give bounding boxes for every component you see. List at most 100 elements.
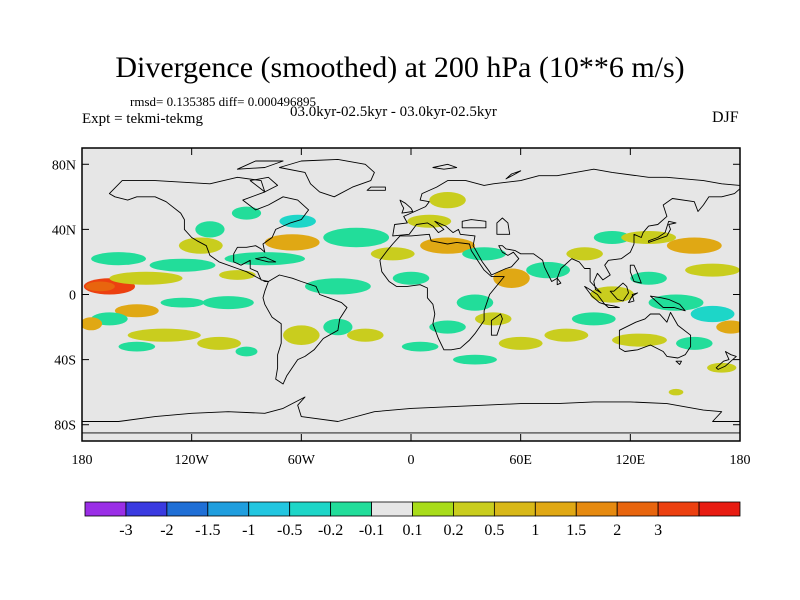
eurasia-coastline: [392, 168, 740, 294]
africa-coastline: [379, 233, 505, 351]
colorbar-swatch-15: [698, 501, 741, 517]
british-isles-coastline: [399, 199, 414, 214]
divergence-cell-31: [456, 294, 494, 311]
colorbar-swatch-1: [125, 501, 168, 517]
south-america-coastline: [262, 274, 348, 385]
x-tick-label-1: 120W: [175, 453, 210, 468]
divergence-field-layer: [82, 191, 740, 396]
divergence-cell-26: [392, 271, 430, 285]
colorbar-swatch-0: [84, 501, 127, 517]
colorbar-label-5: -0.2: [318, 522, 343, 539]
plot-title: Divergence (smoothed) at 200 hPa (10**6 …: [115, 51, 685, 84]
sri-lanka-coastline: [556, 277, 562, 286]
divergence-cell-49: [544, 328, 589, 342]
divergence-cell-53: [668, 388, 684, 396]
divergence-cell-51: [676, 336, 713, 350]
divergence-cell-6: [178, 237, 223, 254]
divergence-cell-18: [197, 336, 242, 350]
colorbar-label-13: 3: [654, 522, 662, 539]
colorbar-swatch-14: [657, 501, 700, 517]
divergence-cell-7: [195, 221, 225, 238]
divergence-cell-9: [219, 270, 256, 280]
season-label: DJF: [712, 109, 739, 126]
divergence-cell-2: [114, 304, 159, 318]
divergence-cell-36: [401, 341, 439, 352]
x-tick-label-0: 180: [72, 453, 93, 468]
colorbar-label-0: -3: [119, 522, 132, 539]
divergence-cell-37: [526, 261, 571, 279]
rmsd-diff-stats: rmsd= 0.135385 diff= 0.000496895: [130, 94, 316, 109]
australia-coastline: [618, 311, 692, 359]
divergence-cell-17: [118, 341, 156, 352]
cuba-coastline: [255, 256, 277, 263]
divergence-cell-50: [612, 333, 667, 347]
divergence-cell-48: [571, 312, 616, 326]
colorbar-swatch-11: [534, 501, 577, 517]
tasmania-coastline: [675, 360, 682, 365]
colorbar-label-2: -1.5: [195, 522, 220, 539]
colorbar-swatch-3: [207, 501, 250, 517]
map-plot-area: [82, 148, 740, 441]
divergence-cell-23: [304, 278, 371, 295]
colorbar: -3 -2 -1.5 -1 -0.5 -0.2 -0.1 0.1 0.2 0.5 1 1.5 2 3: [84, 501, 741, 539]
divergence-cell-20: [283, 325, 320, 345]
caspian-sea-coastline: [496, 217, 511, 235]
y-tick-label-3: 40S: [54, 354, 76, 369]
divergence-cell-44: [590, 286, 634, 303]
x-tick-label-6: 180: [730, 453, 751, 468]
y-tick-label-0: 80N: [52, 158, 76, 173]
divergence-cell-8: [224, 252, 305, 266]
colorbar-swatch-5: [289, 501, 332, 517]
divergence-cell-24: [323, 227, 390, 248]
x-tick-label-3: 0: [408, 453, 415, 468]
y-tick-label-4: 80S: [54, 419, 76, 434]
colorbar-swatch-4: [248, 501, 291, 517]
colorbar-swatch-7: [371, 501, 413, 517]
y-tick-label-1: 40N: [52, 223, 76, 238]
colorbar-label-11: 1.5: [566, 522, 586, 539]
black-sea-coastline: [461, 219, 487, 229]
colorbar-swatch-13: [616, 501, 659, 517]
colorbar-label-4: -0.5: [277, 522, 302, 539]
north-america-coastline: [108, 176, 310, 282]
novaya-zemlya-coastline: [505, 170, 522, 180]
divergence-cell-13: [160, 297, 205, 308]
x-tick-label-5: 120E: [616, 453, 646, 468]
antarctica-coastline: [82, 396, 740, 434]
divergence-cell-35: [453, 354, 497, 365]
axis-ticks: 180 120W 60W 0 60E 120E 180 80N 40N 0 40S 80S: [52, 148, 751, 468]
x-tick-label-2: 60W: [288, 453, 316, 468]
divergence-cell-4: [91, 252, 146, 266]
colorbar-label-8: 0.2: [443, 522, 463, 539]
colorbar-label-7: 0.1: [403, 522, 423, 539]
divergence-cell-30: [493, 268, 530, 288]
baffin-island-coastline: [249, 176, 279, 193]
divergence-cell-29: [462, 247, 507, 261]
x-tick-label-4: 60E: [509, 453, 532, 468]
colorbar-swatch-12: [575, 501, 618, 517]
colorbar-label-9: 0.5: [484, 522, 504, 539]
divergence-cell-39: [593, 231, 631, 245]
divergence-cell-5: [149, 258, 216, 272]
colorbar-label-6: -0.1: [359, 522, 384, 539]
divergence-cell-22: [347, 328, 384, 342]
madagascar-coastline: [490, 313, 503, 336]
colorbar-label-1: -2: [160, 522, 173, 539]
greenland-coastline: [278, 158, 375, 198]
divergence-cell-15: [82, 317, 103, 331]
divergence-cell-54: [429, 191, 466, 209]
colorbar-label-12: 2: [613, 522, 621, 539]
colorbar-label-3: -1: [242, 522, 255, 539]
java-coastline: [604, 303, 620, 308]
divergence-cell-10: [264, 234, 320, 251]
divergence-cell-16: [127, 328, 201, 342]
new-guinea-coastline: [649, 295, 686, 312]
new-zealand-coastline: [715, 351, 737, 370]
divergence-cell-21: [323, 318, 353, 336]
divergence-cell-19: [235, 346, 258, 357]
period-label: 03.0kyr-02.5kyr - 03.0kyr-02.5kyr: [290, 104, 497, 120]
japan-coastline: [648, 220, 677, 243]
divergence-cell-43: [630, 271, 667, 285]
philippines-coastline: [629, 264, 642, 284]
